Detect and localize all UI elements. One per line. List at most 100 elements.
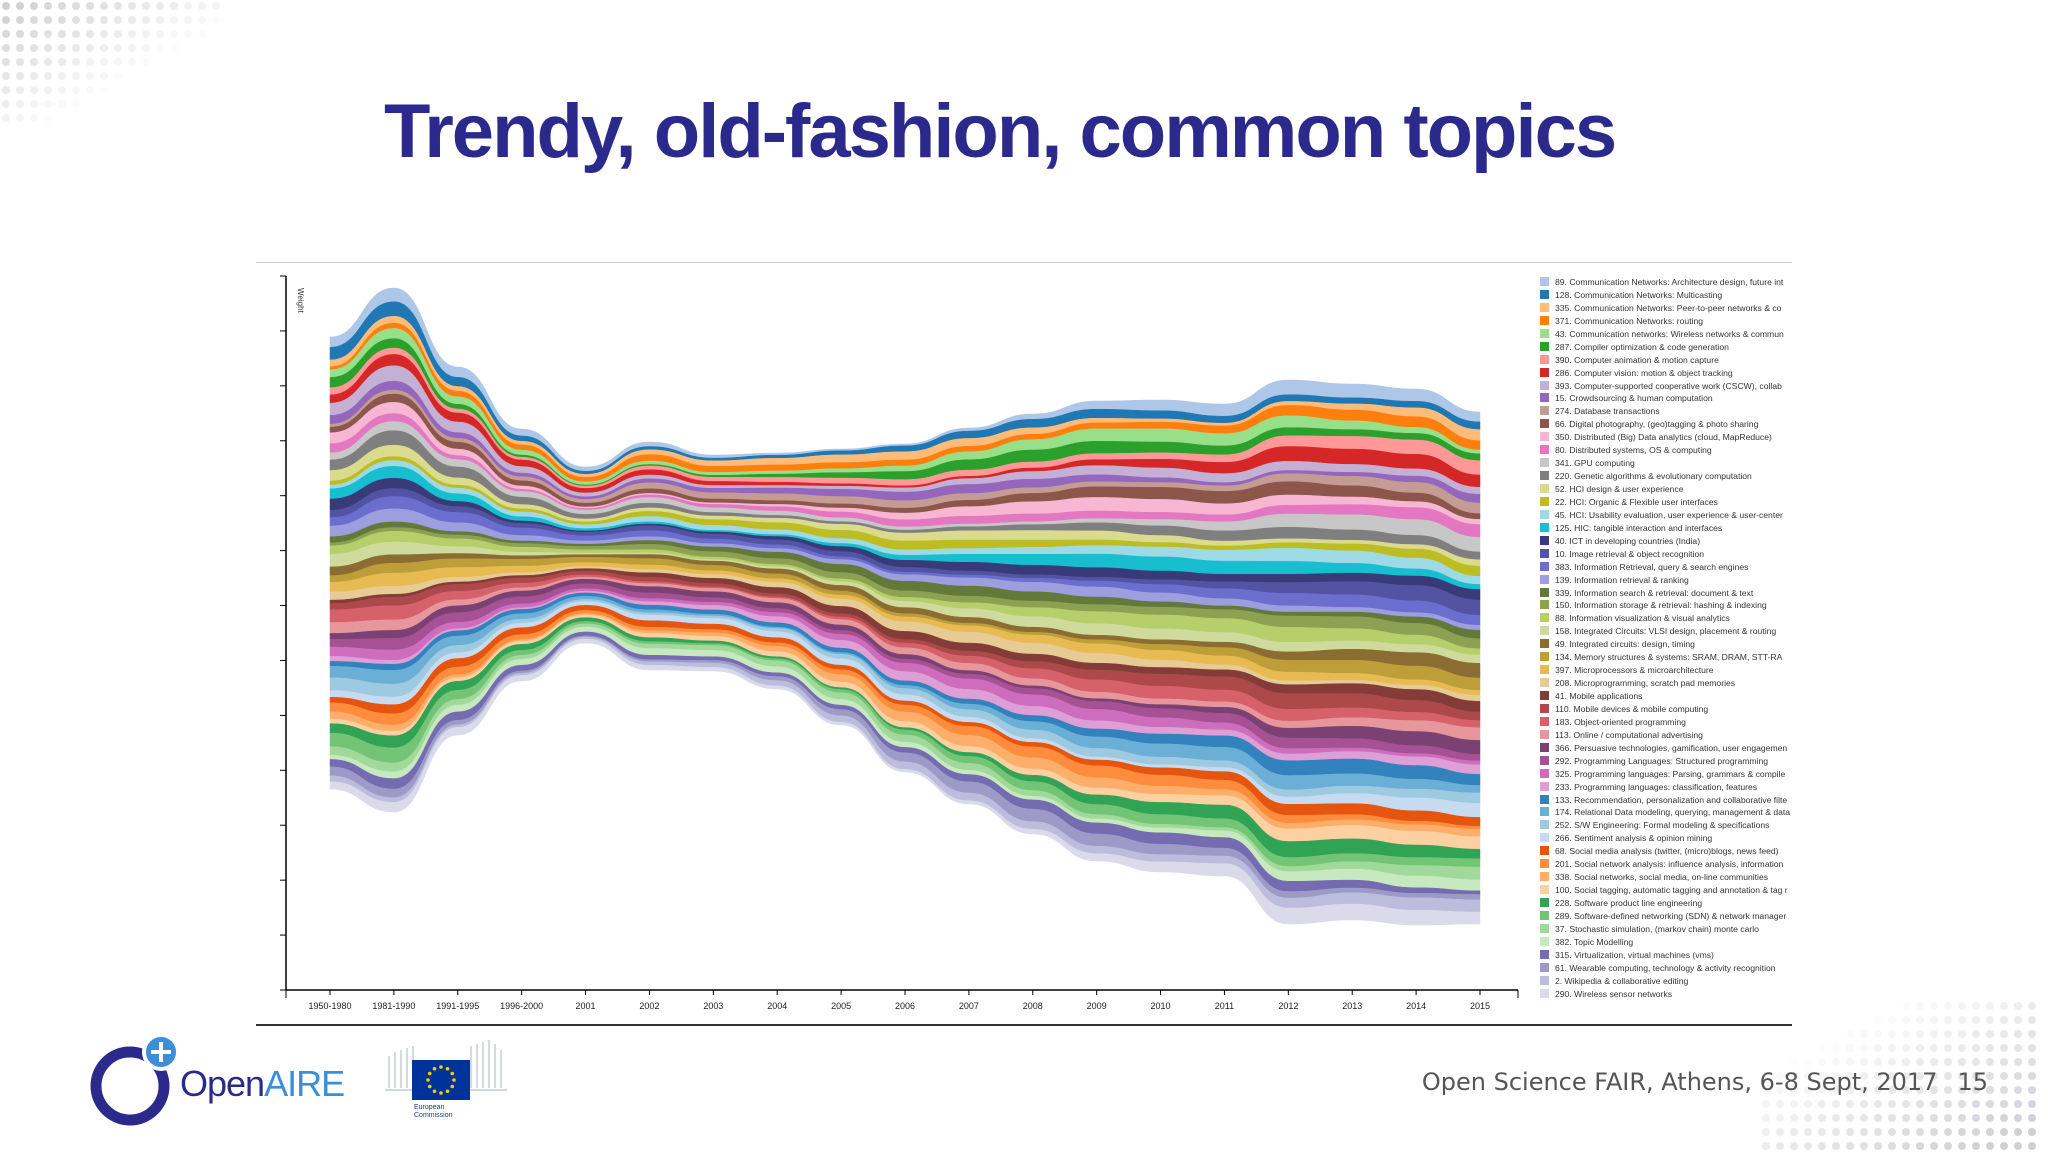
x-tick-label: 2003: [703, 1001, 723, 1011]
decor-dot: [1832, 1044, 1840, 1052]
legend-item: 45. HCI: Usability evaluation, user expe…: [1540, 509, 1796, 522]
legend-swatch: [1540, 328, 1549, 338]
european-commission-label: European Commission: [414, 1104, 474, 1120]
decor-dot: [1790, 1072, 1798, 1080]
decor-dot: [1860, 1114, 1868, 1122]
legend-swatch: [1540, 665, 1549, 675]
legend-label: 208. Microprogramming, scratch pad memor…: [1555, 678, 1736, 689]
legend-label: 289. Software-defined networking (SDN) &…: [1555, 910, 1787, 921]
decor-dot: [2, 58, 10, 66]
decor-dot: [2, 114, 10, 122]
decor-dot: [86, 72, 94, 80]
legend-label: 274. Database transactions: [1555, 406, 1660, 417]
decor-dot: [1776, 1114, 1784, 1122]
legend-label: 266. Sentiment analysis & opinion mining: [1555, 833, 1713, 844]
decor-dot: [1902, 1044, 1910, 1052]
decor-dot: [1902, 1128, 1910, 1136]
legend-swatch: [1540, 846, 1549, 856]
ec-label-line2: Commission: [414, 1112, 453, 1119]
legend-swatch: [1540, 548, 1549, 558]
legend-label: 371. Communication Networks: routing: [1555, 315, 1704, 326]
decor-dot: [1818, 1058, 1826, 1066]
decor-dot: [1972, 1058, 1980, 1066]
decor-dot: [1944, 1086, 1952, 1094]
legend-item: 383. Information Retrieval, query & sear…: [1540, 561, 1796, 574]
legend-item: 335. Communication Networks: Peer-to-pee…: [1540, 302, 1796, 315]
decor-dot: [2028, 1044, 2036, 1052]
legend-label: 2. Wikipedia & collaborative editing: [1555, 975, 1689, 986]
decor-dot: [1804, 1114, 1812, 1122]
decor-dot: [72, 72, 80, 80]
decor-dot: [1860, 1100, 1868, 1108]
decor-dot: [1930, 1086, 1938, 1094]
decor-dot: [2, 72, 10, 80]
legend-label: 287. Compiler optimization & code genera…: [1555, 341, 1729, 352]
legend-label: 150. Information storage & retrieval: ha…: [1555, 600, 1767, 611]
decor-dot: [16, 58, 24, 66]
decor-dot: [1762, 1142, 1770, 1150]
decor-dot: [1944, 1058, 1952, 1066]
decor-dot: [1986, 1128, 1994, 1136]
legend-swatch: [1540, 768, 1549, 778]
x-tick-label: 2001: [576, 1001, 596, 1011]
decor-dot: [44, 30, 52, 38]
decor-dot: [58, 44, 66, 52]
legend-item: 150. Information storage & retrieval: ha…: [1540, 599, 1796, 612]
decor-dot: [2028, 1086, 2036, 1094]
decor-dot: [114, 2, 122, 10]
decor-dot: [2000, 1142, 2008, 1150]
legend-item: 10. Image retrieval & object recognition: [1540, 548, 1796, 561]
decor-dot: [86, 58, 94, 66]
decor-dot: [1860, 1058, 1868, 1066]
decor-dot: [114, 16, 122, 24]
decor-dot: [156, 30, 164, 38]
decor-dot: [30, 16, 38, 24]
legend-label: 201. Social network analysis: influence …: [1555, 859, 1784, 870]
legend-item: 183. Object-oriented programming: [1540, 716, 1796, 729]
decor-dot: [2000, 1016, 2008, 1024]
streamgraph-chart: Weight 1950-1980 1981-1990 1991-1995 1996-20…: [280, 275, 1519, 1011]
legend-item: 208. Microprogramming, scratch pad memor…: [1540, 677, 1796, 690]
decor-dot: [1860, 1030, 1868, 1038]
legend-swatch: [1540, 639, 1549, 649]
decor-dot: [1846, 1030, 1854, 1038]
legend-label: 128. Communication Networks: Multicastin…: [1555, 289, 1723, 300]
legend-item: 382. Topic Modelling: [1540, 936, 1796, 949]
decor-dot: [100, 58, 108, 66]
decor-dot: [156, 2, 164, 10]
legend-item: 292. Programming Languages: Structured p…: [1540, 755, 1796, 768]
slide-title: Trendy, old-fashion, common topics: [384, 89, 1617, 174]
legend-item: 252. S/W Engineering: Formal modeling & …: [1540, 819, 1796, 832]
legend-item: 80. Distributed systems, OS & computing: [1540, 444, 1796, 457]
ec-star-icon: [427, 1071, 432, 1076]
decor-dot: [1972, 1086, 1980, 1094]
legend-label: 382. Topic Modelling: [1555, 936, 1634, 947]
decor-dot: [1804, 1058, 1812, 1066]
decor-dot: [1874, 1044, 1882, 1052]
ec-star-icon: [445, 1066, 450, 1071]
decor-dot: [16, 100, 24, 108]
legend-label: 43. Communication networks: Wireless net…: [1555, 328, 1784, 339]
decor-dot: [1986, 1044, 1994, 1052]
decor-dot: [30, 86, 38, 94]
decor-dot: [30, 30, 38, 38]
ec-star-icon: [450, 1084, 455, 1089]
legend-item: 371. Communication Networks: routing: [1540, 315, 1796, 328]
legend-item: 125. HIC: tangible interaction and inter…: [1540, 522, 1796, 535]
openaire-wordmark-aire: AIRE: [264, 1063, 345, 1104]
decor-dot: [1874, 1100, 1882, 1108]
legend-item: 350. Distributed (Big) Data analytics (c…: [1540, 431, 1796, 444]
decor-dot: [114, 30, 122, 38]
decor-dot: [1874, 1142, 1882, 1150]
decor-dot: [1958, 1086, 1966, 1094]
decor-dot: [1902, 1114, 1910, 1122]
legend-swatch: [1540, 626, 1549, 636]
decor-dot: [1832, 1100, 1840, 1108]
openaire-logo-icon: [90, 1033, 180, 1126]
ec-star-icon: [439, 1065, 443, 1069]
decor-dot: [1916, 1058, 1924, 1066]
legend-label: 158. Integrated Circuits: VLSI design, p…: [1555, 626, 1777, 637]
legend-item: 315. Virtualization, virtual machines (v…: [1540, 949, 1796, 962]
decor-dot: [170, 44, 178, 52]
decor-dot: [1930, 1072, 1938, 1080]
